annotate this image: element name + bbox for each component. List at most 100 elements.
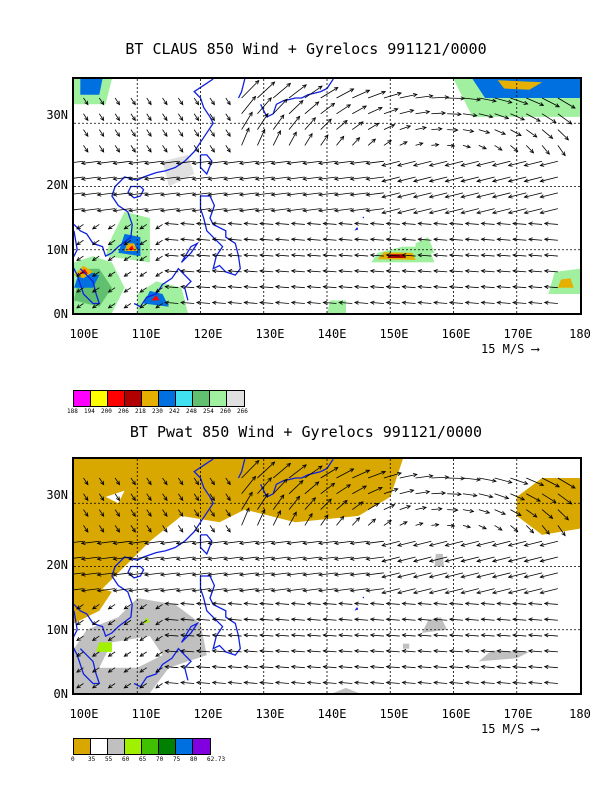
wind-arrowhead-93 bbox=[76, 637, 81, 642]
wind-arrowhead-151 bbox=[496, 237, 502, 242]
wind-vector-190 bbox=[129, 208, 147, 212]
wind-arrowhead-433 bbox=[570, 104, 576, 109]
wind-vector-261 bbox=[271, 556, 290, 560]
wind-vector-326 bbox=[336, 516, 345, 526]
wind-vector-126 bbox=[108, 239, 116, 246]
wind-arrowhead-99 bbox=[164, 633, 170, 638]
wind-vector-291 bbox=[255, 540, 274, 544]
wind-arrowhead-256 bbox=[191, 556, 197, 561]
wind-arrowhead-311 bbox=[100, 148, 105, 153]
wind-vector-211 bbox=[461, 208, 479, 214]
wind-vector-197 bbox=[239, 588, 258, 592]
wind-arrowhead-364 bbox=[453, 507, 459, 513]
bottom-xtick-1: 110E bbox=[131, 707, 161, 721]
wind-vector-380 bbox=[209, 113, 215, 121]
wind-arrowhead-392 bbox=[409, 489, 415, 494]
wind-vector-410 bbox=[193, 477, 199, 485]
wind-arrowhead-65 bbox=[123, 272, 129, 277]
wind-vector-118 bbox=[465, 634, 479, 637]
wind-arrowhead-198 bbox=[254, 588, 260, 593]
wind-arrowhead-356 bbox=[327, 118, 332, 124]
wind-vector-213 bbox=[492, 208, 511, 214]
wind-arrowhead-46 bbox=[306, 284, 312, 289]
wind-vector-10 bbox=[228, 302, 242, 304]
wind-arrowhead-44 bbox=[274, 284, 280, 289]
wind-arrowhead-18 bbox=[353, 300, 359, 305]
wind-arrowhead-11 bbox=[243, 300, 249, 305]
wind-arrowhead-413 bbox=[254, 459, 260, 465]
wind-arrowhead-149 bbox=[464, 617, 470, 622]
wind-arrowhead-20 bbox=[385, 300, 391, 305]
wind-arrowhead-52 bbox=[401, 284, 407, 289]
wind-arrowhead-374 bbox=[116, 116, 121, 122]
top-colorbar-cell-0 bbox=[74, 391, 91, 406]
wind-arrowhead-314 bbox=[147, 148, 152, 153]
wind-vector-257 bbox=[208, 176, 226, 180]
wind-vector-173 bbox=[354, 602, 369, 605]
wind-vector-352 bbox=[257, 113, 269, 130]
wind-arrowhead-346 bbox=[163, 512, 168, 517]
wind-vector-285 bbox=[160, 160, 179, 164]
wind-arrowhead-416 bbox=[302, 84, 307, 89]
wind-arrowhead-102 bbox=[211, 253, 217, 258]
wind-arrowhead-67 bbox=[155, 272, 160, 277]
wind-vector-362 bbox=[415, 127, 427, 130]
wind-arrowhead-85 bbox=[433, 649, 438, 654]
wind-vector-390 bbox=[367, 487, 383, 495]
wind-vector-156 bbox=[92, 604, 100, 610]
wind-arrowhead-428 bbox=[492, 478, 497, 483]
wind-arrowhead-277 bbox=[523, 178, 529, 183]
wind-arrowhead-379 bbox=[195, 496, 200, 502]
wind-vector-411 bbox=[209, 97, 215, 105]
wind-arrowhead-212 bbox=[476, 210, 481, 215]
wind-vector-203 bbox=[334, 208, 353, 212]
wind-vector-111 bbox=[354, 254, 369, 257]
wind-vector-377 bbox=[162, 493, 168, 501]
wind-vector-244 bbox=[492, 572, 511, 578]
wind-vector-101 bbox=[196, 634, 211, 637]
wind-vector-296 bbox=[334, 160, 353, 164]
wind-vector-46 bbox=[307, 666, 321, 669]
wind-arrowhead-132 bbox=[195, 617, 201, 622]
wind-arrowhead-164 bbox=[211, 221, 217, 226]
wind-vector-397 bbox=[478, 493, 493, 498]
wind-vector-59 bbox=[513, 666, 527, 669]
wind-vector-350 bbox=[225, 509, 231, 517]
wind-arrowhead-420 bbox=[365, 89, 371, 94]
wind-arrowhead-347 bbox=[179, 512, 184, 517]
wind-arrowhead-411 bbox=[210, 100, 215, 106]
wind-arrowhead-265 bbox=[333, 176, 339, 181]
wind-vector-300 bbox=[397, 160, 416, 167]
wind-vector-108 bbox=[307, 634, 321, 637]
wind-vector-327 bbox=[352, 137, 360, 146]
wind-arrowhead-212 bbox=[476, 590, 481, 595]
wind-arrowhead-271 bbox=[428, 558, 434, 563]
wind-vector-34 bbox=[124, 287, 132, 293]
wind-vector-320 bbox=[241, 507, 250, 526]
wind-vector-257 bbox=[208, 556, 226, 560]
wind-vector-202 bbox=[318, 208, 337, 212]
wind-vector-280 bbox=[81, 160, 100, 164]
wind-vector-310 bbox=[83, 145, 89, 153]
wind-arrowhead-76 bbox=[290, 649, 296, 654]
wind-vector-209 bbox=[429, 208, 448, 214]
wind-vector-160 bbox=[155, 224, 163, 230]
wind-vector-392 bbox=[399, 109, 414, 115]
wind-vector-239 bbox=[413, 192, 432, 198]
wind-vector-202 bbox=[318, 588, 337, 592]
wind-arrowhead-383 bbox=[267, 477, 272, 482]
wind-vector-88 bbox=[481, 650, 495, 653]
wind-arrowhead-18 bbox=[353, 680, 359, 685]
wind-vector-3 bbox=[124, 683, 132, 689]
wind-vector-181 bbox=[481, 602, 495, 605]
wind-vector-321 bbox=[257, 129, 266, 146]
wind-vector-310 bbox=[83, 525, 89, 533]
wind-arrowhead-415 bbox=[286, 462, 292, 468]
wind-vector-297 bbox=[350, 540, 369, 544]
wind-arrowhead-34 bbox=[123, 288, 129, 293]
wind-vector-241 bbox=[445, 572, 464, 578]
wind-arrowhead-110 bbox=[338, 253, 343, 258]
wind-arrowhead-193 bbox=[175, 588, 181, 593]
wind-arrowhead-406 bbox=[131, 100, 136, 106]
wind-vector-215 bbox=[524, 588, 543, 594]
